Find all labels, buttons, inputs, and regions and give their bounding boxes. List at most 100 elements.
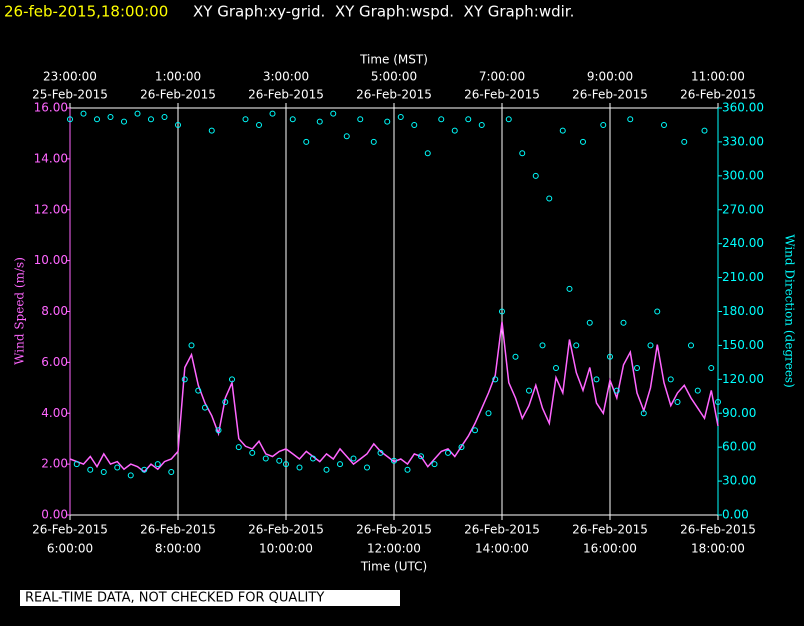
x-tick-date: 26-Feb-2015 <box>464 523 540 537</box>
direction-point <box>262 455 269 462</box>
direction-point <box>161 114 168 121</box>
x2-tick-label: 23:00:00 <box>43 70 97 84</box>
direction-point <box>519 150 526 157</box>
direction-point <box>330 110 337 117</box>
direction-point <box>303 138 310 145</box>
direction-point <box>195 387 202 394</box>
x-tick-date: 26-Feb-2015 <box>356 523 432 537</box>
y2-tick-label: 240.00 <box>722 236 764 250</box>
direction-point <box>620 319 627 326</box>
y-title: Wind Speed (m/s) <box>13 257 27 365</box>
direction-point <box>613 387 620 394</box>
direction-point <box>566 285 573 292</box>
direction-point <box>485 410 492 417</box>
x-tick-label: 14:00:00 <box>475 542 529 556</box>
direction-point <box>141 466 148 473</box>
y2-tick-label: 300.00 <box>722 168 764 182</box>
direction-point <box>654 308 661 315</box>
direction-point <box>181 376 188 383</box>
x-tick-label: 8:00:00 <box>155 542 201 556</box>
direction-point <box>492 376 499 383</box>
direction-point <box>289 116 296 123</box>
y2-tick-label: 150.00 <box>722 338 764 352</box>
direction-point <box>310 455 316 462</box>
x-tick-label: 18:00:00 <box>691 542 745 556</box>
x-tick-label: 12:00:00 <box>367 542 421 556</box>
direction-point <box>242 116 249 123</box>
x-tick-label: 10:00:00 <box>259 542 313 556</box>
y2-tick-label: 90.00 <box>722 406 756 420</box>
direction-point <box>688 342 694 349</box>
direction-point <box>337 461 343 468</box>
x2-tick-label: 1:00:00 <box>155 70 201 84</box>
x-tick-label: 16:00:00 <box>583 542 637 556</box>
direction-point <box>296 464 303 471</box>
direction-point <box>661 121 667 128</box>
direction-point <box>667 376 674 383</box>
y-tick-label: 2.00 <box>41 457 68 471</box>
direction-point <box>418 453 424 460</box>
y-tick-label: 6.00 <box>41 355 68 369</box>
direction-point <box>175 121 181 128</box>
y-tick-label: 4.00 <box>41 406 68 420</box>
direction-point <box>188 342 195 349</box>
x2-tick-label: 11:00:00 <box>691 70 745 84</box>
direction-point <box>701 127 708 134</box>
direction-point <box>634 365 640 372</box>
direction-point <box>377 449 384 456</box>
x2-tick-date: 26-Feb-2015 <box>680 88 756 102</box>
direction-point <box>580 138 586 145</box>
direction-point <box>640 410 647 417</box>
speed-line <box>69 321 719 473</box>
y2-tick-label: 270.00 <box>722 202 764 216</box>
direction-point <box>364 464 370 471</box>
direction-point <box>573 342 580 349</box>
direction-point <box>67 116 73 123</box>
direction-point <box>647 342 654 349</box>
direction-point <box>532 172 539 179</box>
x2-tick-date: 26-Feb-2015 <box>248 88 324 102</box>
y2-tick-label: 330.00 <box>722 134 764 148</box>
y-tick-label: 8.00 <box>41 304 68 318</box>
direction-point <box>593 376 600 383</box>
direction-point <box>208 127 215 134</box>
direction-point <box>391 457 397 464</box>
x-tick-date: 26-Feb-2015 <box>140 523 216 537</box>
y2-tick-label: 210.00 <box>722 270 764 284</box>
direction-point <box>607 353 613 360</box>
direction-point <box>276 457 283 464</box>
y-tick-label: 0.00 <box>41 508 68 522</box>
x2-tick-label: 5:00:00 <box>371 70 417 84</box>
x2-tick-date: 26-Feb-2015 <box>464 88 540 102</box>
direction-point <box>681 138 688 145</box>
direction-point <box>499 308 505 315</box>
x-tick-date: 26-Feb-2015 <box>572 523 648 537</box>
x-tick-label: 6:00:00 <box>47 542 93 556</box>
y2-tick-label: 30.00 <box>722 474 756 488</box>
direction-point <box>694 387 701 394</box>
direction-point <box>438 116 445 123</box>
direction-point <box>323 466 330 473</box>
direction-point <box>87 466 94 473</box>
direction-point <box>627 116 634 123</box>
direction-point <box>404 466 411 473</box>
direction-point <box>553 365 559 372</box>
direction-point <box>674 398 681 405</box>
direction-point <box>235 444 242 451</box>
direction-point <box>148 116 154 123</box>
x2-tick-date: 26-Feb-2015 <box>140 88 216 102</box>
direction-point <box>283 461 289 468</box>
x2-tick-date: 26-Feb-2015 <box>572 88 648 102</box>
x2-tick-date: 25-Feb-2015 <box>32 88 108 102</box>
direction-point <box>472 427 478 434</box>
direction-point <box>73 461 80 468</box>
footer: REAL-TIME DATA, NOT CHECKED FOR QUALITY <box>25 591 324 606</box>
x-tick-date: 26-Feb-2015 <box>248 523 324 537</box>
direction-point <box>215 427 222 434</box>
direction-point <box>107 114 114 121</box>
x-title: Time (UTC) <box>360 560 427 574</box>
footer-box <box>20 590 400 606</box>
